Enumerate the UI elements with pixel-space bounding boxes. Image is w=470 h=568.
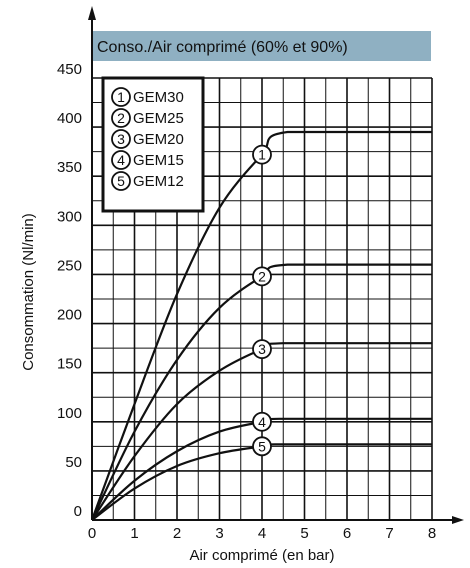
legend-entry-gem30: GEM30: [133, 89, 184, 106]
legend-marker-label-2: 2: [117, 110, 125, 126]
legend-marker-4: [111, 150, 131, 170]
legend: 1 GEM30 2 GEM25 3 GEM20 4 GEM15 5 GEM12: [101, 76, 205, 213]
legend-marker-5: [111, 171, 131, 191]
x-tick-label: 5: [300, 525, 308, 542]
y-tick-label: 400: [57, 110, 82, 127]
legend-marker-3: [111, 129, 131, 149]
series-markers: 1 2 3 4 5: [252, 144, 272, 457]
series-marker-3: [252, 339, 272, 359]
axes: [88, 6, 464, 524]
y-tick-label: 250: [57, 257, 82, 274]
x-tick-label: 0: [88, 525, 96, 542]
series-marker-2: [252, 266, 272, 287]
legend-marker-label-5: 5: [117, 173, 125, 189]
y-tick-label: 150: [57, 356, 82, 373]
legend-entry-gem12: GEM12: [133, 173, 184, 190]
legend-marker-2: [111, 108, 131, 128]
series-marker-label-1: 1: [258, 147, 266, 163]
y-tick-label: 300: [57, 208, 82, 225]
legend-marker-1: [111, 87, 131, 107]
x-tick-label: 4: [258, 525, 266, 542]
legend-marker-label-1: 1: [117, 89, 125, 105]
y-tick-label: 200: [57, 307, 82, 324]
x-tick-label: 1: [130, 525, 138, 542]
x-axis-label: Air comprimé (en bar): [189, 547, 334, 564]
y-tick-label: 100: [57, 405, 82, 422]
x-tick-label: 7: [385, 525, 393, 542]
y-tick-label: 350: [57, 159, 82, 176]
y-tick-label: 0: [74, 503, 82, 520]
x-tick-label: 2: [173, 525, 181, 542]
series-marker-1: [252, 144, 272, 165]
x-tick-label: 3: [215, 525, 223, 542]
series-marker-label-5: 5: [258, 438, 266, 454]
series-marker-5: [252, 436, 272, 457]
series-marker-label-2: 2: [258, 268, 266, 284]
y-tick-labels: 0 50 100 150 200 250 300 350 400 450: [57, 61, 82, 520]
y-axis-label: Consommation (Nl/min): [20, 213, 37, 371]
legend-entry-gem15: GEM15: [133, 152, 184, 169]
legend-marker-label-3: 3: [117, 131, 125, 147]
y-tick-label: 450: [57, 61, 82, 78]
series-marker-4: [252, 411, 272, 432]
x-tick-labels: 0 1 2 3 4 5 6 7 8: [88, 525, 436, 542]
x-axis-arrow: [452, 516, 464, 524]
chart-title: Conso./Air comprimé (60% et 90%): [97, 39, 348, 56]
x-tick-label: 8: [428, 525, 436, 542]
y-tick-label: 50: [65, 454, 82, 471]
series-marker-label-4: 4: [258, 414, 266, 430]
legend-items: 1 GEM30 2 GEM25 3 GEM20 4 GEM15 5 GEM12: [111, 87, 184, 191]
legend-entry-gem20: GEM20: [133, 131, 184, 148]
title-banner: [93, 31, 431, 61]
legend-marker-label-4: 4: [117, 152, 125, 168]
series-marker-label-3: 3: [258, 341, 266, 357]
legend-entry-gem25: GEM25: [133, 110, 184, 127]
y-axis-arrow: [88, 6, 96, 20]
x-tick-label: 6: [343, 525, 351, 542]
